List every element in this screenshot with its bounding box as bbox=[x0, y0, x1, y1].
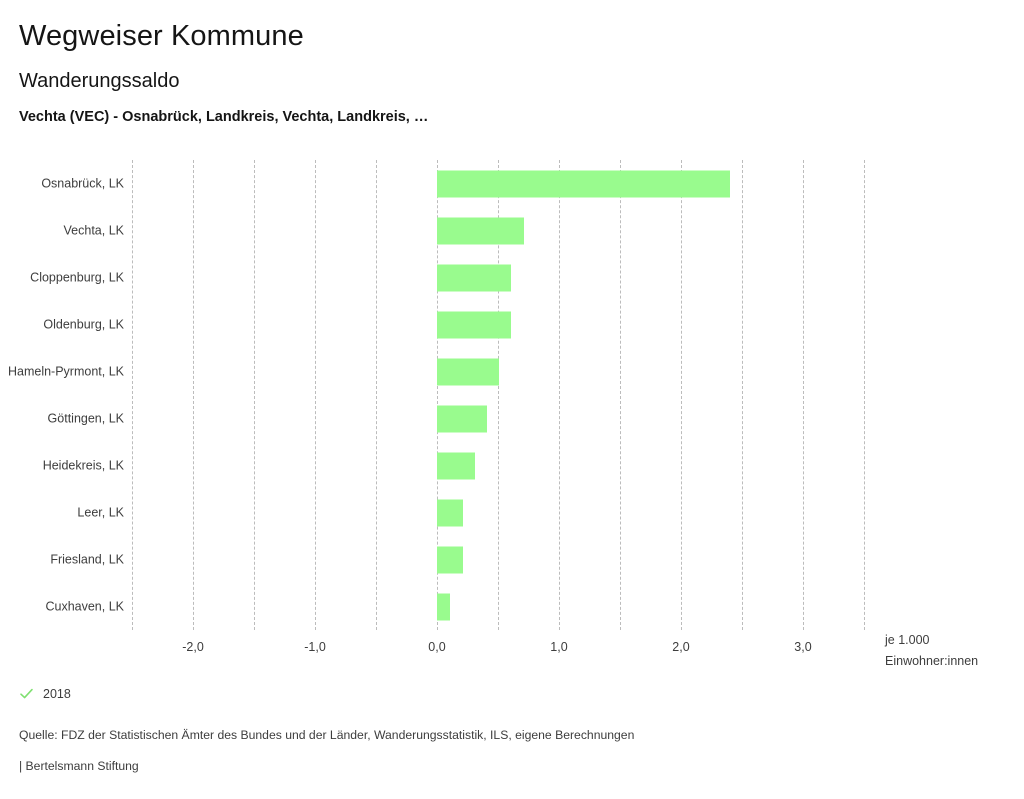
category-label: Vechta, LK bbox=[63, 222, 124, 237]
bar-series-2018 bbox=[132, 160, 864, 630]
gridline bbox=[254, 160, 255, 630]
publisher-note: | Bertelsmann Stiftung bbox=[19, 759, 139, 773]
chart-subtitle: Wanderungssaldo bbox=[19, 70, 180, 92]
x-tick-label: -1,0 bbox=[304, 640, 326, 654]
bar[interactable] bbox=[437, 170, 730, 197]
y-axis-category-labels: Osnabrück, LK Vechta, LK Cloppenburg, LK Ol… bbox=[0, 160, 124, 630]
gridline bbox=[193, 160, 194, 630]
bar[interactable] bbox=[437, 311, 512, 338]
chart-caption: Vechta (VEC) - Osnabrück, Landkreis, Vec… bbox=[19, 109, 429, 125]
bar[interactable] bbox=[437, 405, 488, 432]
plot-gridlines bbox=[132, 160, 865, 630]
bar[interactable] bbox=[437, 452, 475, 479]
unit-line-2: Einwohner:innen bbox=[885, 653, 979, 668]
x-axis-unit-label: je 1.000 Einwohner:innen bbox=[885, 630, 1015, 671]
bar[interactable] bbox=[437, 499, 463, 526]
gridline bbox=[437, 160, 438, 630]
category-label: Osnabrück, LK bbox=[41, 175, 124, 190]
x-tick-label: -2,0 bbox=[182, 640, 204, 654]
gridline bbox=[498, 160, 499, 630]
bar[interactable] bbox=[437, 546, 463, 573]
x-tick-label: 3,0 bbox=[794, 640, 812, 654]
bar[interactable] bbox=[437, 264, 512, 291]
x-axis-ticks: -2,0 -1,0 0,0 1,0 2,0 3,0 bbox=[0, 640, 1024, 670]
gridline bbox=[864, 160, 865, 630]
gridline bbox=[315, 160, 316, 630]
bar[interactable] bbox=[437, 358, 500, 385]
category-label: Leer, LK bbox=[77, 504, 124, 519]
gridline bbox=[376, 160, 377, 630]
gridline bbox=[132, 160, 133, 630]
check-icon bbox=[19, 686, 34, 701]
x-tick-label: 1,0 bbox=[550, 640, 568, 654]
category-label: Cuxhaven, LK bbox=[45, 598, 124, 613]
category-label: Göttingen, LK bbox=[47, 410, 124, 425]
category-label: Oldenburg, LK bbox=[43, 316, 124, 331]
bar-chart: Osnabrück, LK Vechta, LK Cloppenburg, LK Ol… bbox=[0, 155, 1024, 640]
gridline bbox=[681, 160, 682, 630]
chart-legend[interactable]: 2018 bbox=[19, 686, 71, 701]
gridline bbox=[803, 160, 804, 630]
gridline bbox=[559, 160, 560, 630]
bar[interactable] bbox=[437, 217, 524, 244]
category-label: Hameln-Pyrmont, LK bbox=[7, 363, 124, 378]
page-title: Wegweiser Kommune bbox=[19, 20, 304, 52]
unit-line-1: je 1.000 bbox=[885, 633, 930, 647]
bar[interactable] bbox=[437, 593, 451, 620]
x-tick-label: 0,0 bbox=[428, 640, 446, 654]
legend-item-label: 2018 bbox=[43, 686, 71, 701]
gridline bbox=[620, 160, 621, 630]
gridline bbox=[742, 160, 743, 630]
category-label: Heidekreis, LK bbox=[42, 457, 124, 472]
x-tick-label: 2,0 bbox=[672, 640, 690, 654]
category-label: Friesland, LK bbox=[50, 551, 124, 566]
chart-header: Wegweiser Kommune Wanderungssaldo Vechta… bbox=[19, 0, 1009, 125]
category-label: Cloppenburg, LK bbox=[30, 269, 124, 284]
source-note: Quelle: FDZ der Statistischen Ämter des … bbox=[19, 728, 635, 742]
